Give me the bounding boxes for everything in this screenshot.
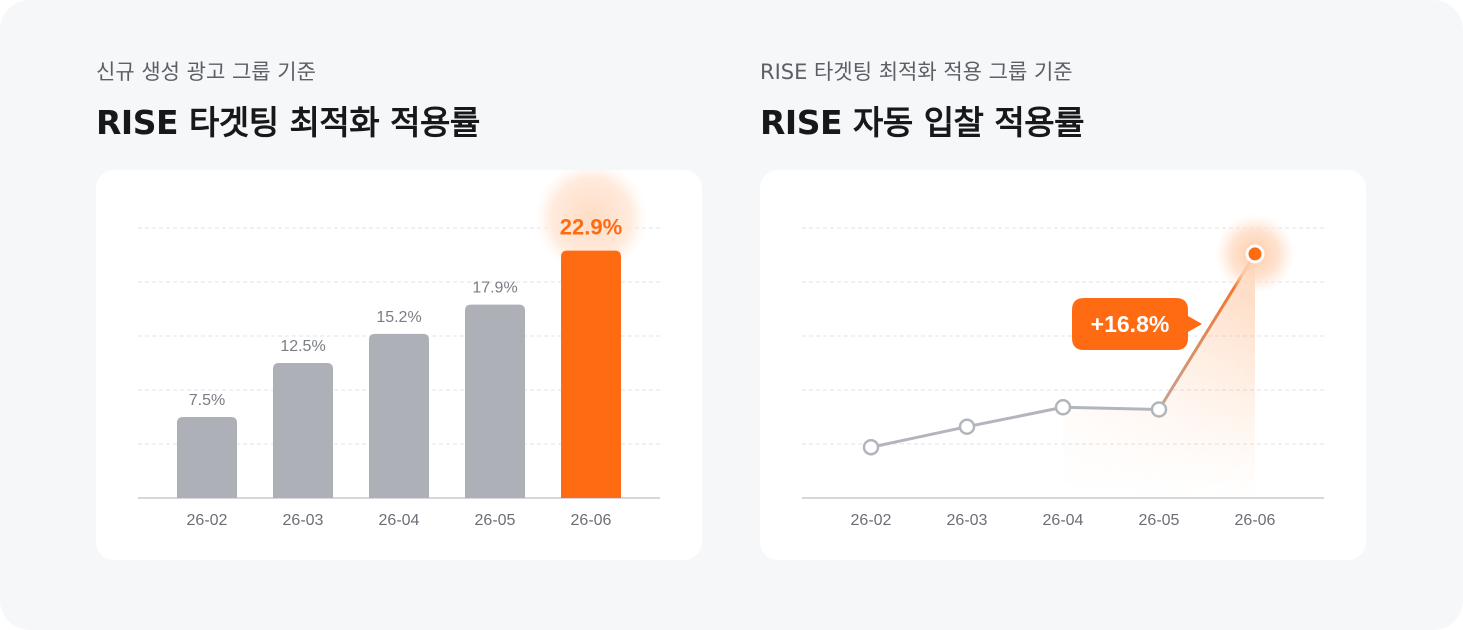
bar [369, 333, 429, 498]
x-tick-label: 26-04 [1043, 512, 1084, 529]
bar-value-label: 22.9% [560, 215, 622, 240]
bar-value-label: 12.5% [280, 338, 325, 355]
bar-value-label: 7.5% [189, 392, 225, 409]
right-panel: RISE 타겟팅 최적화 적용 그룹 기준 RISE 자동 입찰 적용률 +16… [760, 0, 1370, 630]
bar-value-label: 17.9% [472, 280, 517, 297]
x-tick-label: 26-03 [283, 512, 324, 529]
left-title: RISE 타겟팅 최적화 적용률 [96, 103, 480, 142]
bar-chart: 7.5% 26-02 12.5% 26-03 15.2% 26-04 17.9% 26-05 2… [138, 170, 660, 529]
bar [177, 417, 237, 498]
x-tick-label: 26-02 [851, 512, 892, 529]
line-chart: +16.8% 26-02 26-03 26-04 26-05 26-06 [802, 213, 1324, 529]
highlight-glow [535, 170, 647, 274]
bar-chart-card: 7.5% 26-02 12.5% 26-03 15.2% 26-04 17.9% 26-05 2… [96, 170, 702, 560]
left-panel: 신규 생성 광고 그룹 기준 RISE 타겟팅 최적화 적용률 7.5% 26-0… [96, 0, 706, 630]
series-line [870, 405, 1160, 449]
x-tick-label: 26-04 [379, 512, 420, 529]
data-point [958, 418, 976, 435]
bar [561, 250, 621, 498]
x-tick-label: 26-03 [947, 512, 988, 529]
data-point [1054, 399, 1072, 416]
left-subtitle: 신규 생성 광고 그룹 기준 [96, 60, 316, 84]
callout-badge [1072, 298, 1202, 350]
data-point [862, 438, 880, 456]
data-point [1150, 401, 1168, 418]
line-chart-card: +16.8% 26-02 26-03 26-04 26-05 26-06 [760, 170, 1366, 560]
callout-label: +16.8% [1091, 311, 1170, 337]
data-point-highlight [1245, 244, 1265, 264]
x-tick-label: 26-06 [1235, 512, 1276, 529]
bar [465, 304, 525, 498]
x-tick-label: 26-06 [571, 512, 612, 529]
right-title: RISE 자동 입찰 적용률 [760, 103, 1085, 142]
x-tick-label: 26-05 [1139, 512, 1180, 529]
bar-value-label: 15.2% [376, 309, 421, 326]
highlight-area [1063, 253, 1255, 498]
x-tick-label: 26-05 [475, 512, 516, 529]
bar [273, 363, 333, 498]
right-subtitle: RISE 타겟팅 최적화 적용 그룹 기준 [760, 60, 1073, 84]
x-tick-label: 26-02 [187, 512, 228, 529]
